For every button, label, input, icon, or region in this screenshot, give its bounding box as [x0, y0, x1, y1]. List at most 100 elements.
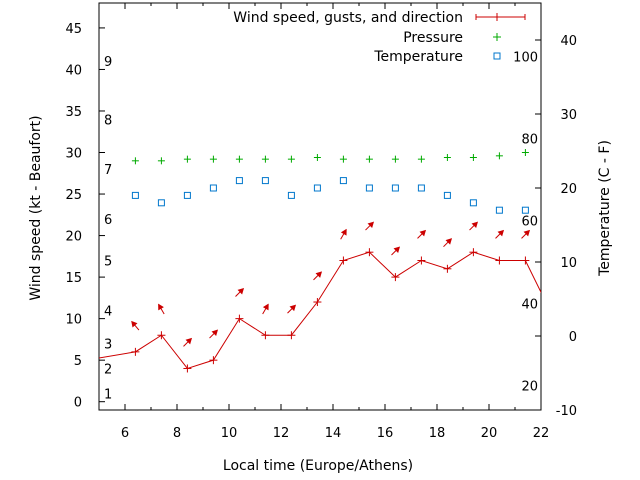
temperature-point	[287, 191, 295, 199]
pressure-point	[287, 155, 295, 163]
wind-speed-point	[157, 331, 166, 340]
wind-speed-line	[99, 251, 541, 370]
wind-direction-arrow	[417, 229, 427, 239]
pressure-point	[209, 155, 217, 163]
arrow-head	[523, 229, 531, 237]
y2-tick-label: 20	[560, 182, 577, 197]
temperature-point	[157, 199, 165, 207]
wind-speed-point	[365, 248, 374, 257]
pressure-point	[235, 155, 243, 163]
pressure-point	[495, 152, 503, 160]
fahrenheit-label: 20	[521, 380, 538, 395]
pressure-point	[365, 155, 373, 163]
y-tick-label: 15	[65, 271, 82, 286]
x-tick-label: 14	[325, 426, 342, 441]
wind-direction-arrow	[183, 337, 193, 347]
legend-label: Temperature	[373, 49, 463, 65]
y2-tick-label: -10	[556, 404, 577, 419]
y-tick-label: 20	[65, 230, 82, 245]
fahrenheit-label: 100	[513, 50, 538, 65]
series-clip-group	[82, 149, 558, 373]
wind-direction-arrow	[131, 320, 140, 331]
arrow-head	[340, 228, 347, 236]
legend: Wind speed, gusts, and direction Pressure…	[233, 10, 526, 65]
temperature-point	[495, 206, 503, 214]
y2-tick-label: 30	[560, 108, 577, 123]
plot-frame	[98, 2, 542, 411]
wind-direction-arrow	[262, 303, 269, 315]
pressure-point	[339, 155, 347, 163]
wind-direction-arrow	[158, 303, 165, 315]
pressure-point	[443, 153, 451, 161]
wind-direction-arrow	[391, 246, 401, 256]
temperature-point	[521, 206, 529, 214]
fahrenheit-label: 40	[521, 297, 538, 312]
wind-speed-point	[131, 347, 140, 356]
x-tick-label: 20	[481, 426, 498, 441]
y-tick-label: 25	[65, 188, 82, 203]
pressure-point	[313, 153, 321, 161]
arrow-head	[445, 238, 453, 245]
y2-tick-label: 0	[569, 330, 577, 345]
beaufort-label: 2	[104, 362, 112, 377]
arrow-head	[419, 229, 427, 237]
x-axis-label: Local time (Europe/Athens)	[223, 458, 413, 474]
x-tick-label: 6	[121, 426, 129, 441]
pressure-point	[157, 157, 165, 165]
wind-speed-point	[339, 256, 348, 265]
temperature-point	[469, 199, 477, 207]
arrow-head	[185, 337, 193, 345]
wind-speed-point	[209, 356, 218, 365]
arrow-head	[131, 320, 138, 328]
beaufort-label: 8	[104, 113, 112, 128]
legend-temperature-square	[493, 52, 501, 60]
temperature-point	[131, 191, 139, 199]
wind-speed-point	[313, 298, 322, 307]
arrow-head	[237, 288, 245, 295]
arrow-shaft	[550, 289, 558, 297]
wind-direction-arrow	[495, 229, 505, 239]
x-tick-label: 16	[377, 426, 394, 441]
arrow-head	[315, 271, 323, 278]
y-tick-label: 30	[65, 147, 82, 162]
wind-speed-point	[183, 364, 192, 373]
temperature-point	[313, 184, 321, 192]
legend-label: Wind speed, gusts, and direction	[233, 10, 463, 26]
pressure-point	[521, 149, 529, 157]
legend-label: Pressure	[403, 30, 463, 46]
wind-direction-arrow	[550, 289, 558, 297]
wind-speed-point	[391, 273, 400, 282]
arrow-head	[158, 303, 164, 311]
wind-direction-arrow	[469, 221, 479, 231]
x-tick-label: 8	[173, 426, 181, 441]
y-tick-label: 45	[65, 22, 82, 37]
temperature-point	[261, 177, 269, 185]
wind-direction-arrow	[340, 228, 347, 240]
fahrenheit-label: 80	[521, 132, 538, 147]
x-tick-label: 12	[273, 426, 290, 441]
temperature-point	[183, 191, 191, 199]
arrow-shaft	[82, 330, 90, 338]
y2-tick-label: 40	[560, 34, 577, 49]
wind-direction-arrow	[365, 221, 375, 231]
axes: 6 8 10 12 14 16 18 20 22051015202530354045123456…	[65, 3, 577, 441]
x-tick-label: 10	[221, 426, 238, 441]
wind-speed-point	[82, 356, 90, 364]
temperature-point	[391, 184, 399, 192]
arrow-head	[367, 221, 375, 229]
y2-tick-label: 10	[560, 256, 577, 271]
pressure-point	[417, 155, 425, 163]
pressure-point	[391, 155, 399, 163]
wind-speed-point	[550, 315, 558, 323]
plot-border	[98, 2, 542, 411]
pressure-point	[469, 153, 477, 161]
y-tick-label: 40	[65, 63, 82, 78]
wind-direction-arrow	[287, 304, 297, 314]
pressure-point	[261, 155, 269, 163]
wind-direction-arrow	[443, 238, 453, 248]
y-tick-label: 0	[74, 396, 82, 411]
temperature-point	[339, 177, 347, 185]
wind-direction-arrow	[235, 288, 245, 297]
arrow-head	[553, 289, 558, 294]
wind-direction-arrow	[82, 330, 90, 338]
